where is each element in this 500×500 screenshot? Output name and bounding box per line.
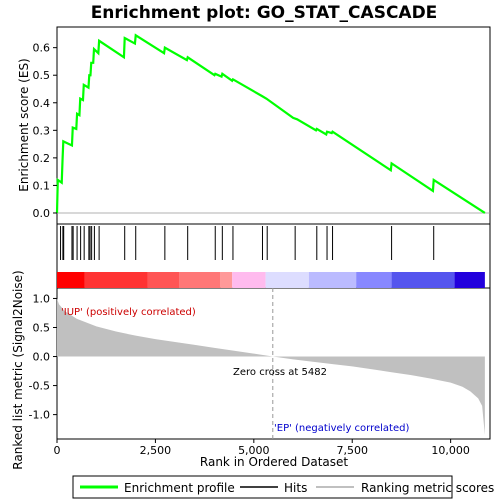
color-bar-segment bbox=[147, 272, 180, 288]
ranked-metric-area bbox=[57, 288, 485, 439]
es-axis-label: Enrichment score (ES) bbox=[17, 58, 31, 191]
color-bar-segment bbox=[454, 272, 485, 288]
es-y-tick-label: 0.0 bbox=[33, 207, 51, 220]
x-axis-label: Rank in Ordered Dataset bbox=[200, 455, 348, 469]
x-tick-label: 2,500 bbox=[140, 444, 172, 457]
es-y-tick-label: 0.2 bbox=[33, 152, 51, 165]
color-bar-segment bbox=[220, 272, 233, 288]
color-bar-segment bbox=[356, 272, 392, 288]
legend-metric-label: Ranking metric scores bbox=[361, 481, 494, 495]
legend: Enrichment profile Hits Ranking metric s… bbox=[72, 475, 494, 499]
es-y-tick-label: 0.1 bbox=[33, 179, 51, 192]
color-bar-segment bbox=[57, 272, 85, 288]
positive-correlation-label: 'IUP' (positively correlated) bbox=[61, 307, 196, 318]
enrichment-profile bbox=[55, 33, 490, 214]
color-bar-segment bbox=[391, 272, 455, 288]
es-y-tick-label: 0.4 bbox=[33, 97, 51, 110]
es-y-tick-label: 0.3 bbox=[33, 124, 51, 137]
legend-hits-label: Hits bbox=[284, 481, 307, 495]
metric-y-tick-label: 0.5 bbox=[33, 321, 51, 334]
metric-y-tick-label: -0.5 bbox=[29, 380, 50, 393]
metric-y-tick-label: -1.0 bbox=[29, 409, 50, 422]
x-tick-label: 5,000 bbox=[238, 444, 270, 457]
es-line bbox=[55, 33, 486, 214]
axes: 0.0 0.1 0.2 0.3 0.4 0.5 0.6 1.0 0.5 0.0 -0.5 -1.0 0 2… bbox=[29, 42, 470, 457]
x-tick-label: 7,500 bbox=[336, 444, 368, 457]
metric-area bbox=[57, 298, 485, 435]
hit-markers bbox=[60, 226, 435, 260]
color-bar-segment bbox=[308, 272, 357, 288]
color-bar-segment bbox=[232, 272, 266, 288]
es-y-tick-label: 0.6 bbox=[33, 42, 51, 55]
es-panel-frame bbox=[56, 26, 491, 225]
color-bar-segment bbox=[179, 272, 221, 288]
zero-cross-label: Zero cross at 5482 bbox=[233, 367, 327, 378]
metric-axis-label: Ranked list metric (Signal2Noise) bbox=[11, 270, 25, 469]
chart-title: Enrichment plot: GO_STAT_CASCADE bbox=[91, 3, 438, 23]
x-tick-label: 0 bbox=[54, 444, 61, 457]
metric-y-tick-label: 0.0 bbox=[33, 351, 51, 364]
es-y-tick-label: 0.5 bbox=[33, 69, 51, 82]
rank-color-bar bbox=[57, 272, 485, 288]
color-bar-segment bbox=[84, 272, 148, 288]
metric-y-tick-label: 1.0 bbox=[33, 292, 51, 305]
color-bar-segment bbox=[265, 272, 309, 288]
x-tick-label: 10,000 bbox=[431, 444, 470, 457]
negative-correlation-label: 'EP' (negatively correlated) bbox=[274, 423, 409, 434]
legend-enrichment-label: Enrichment profile bbox=[124, 481, 235, 495]
